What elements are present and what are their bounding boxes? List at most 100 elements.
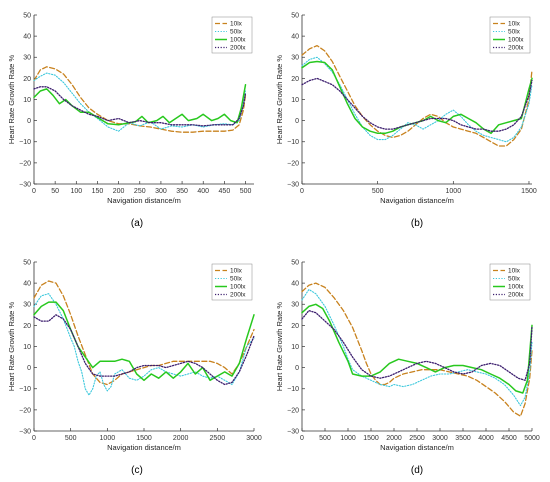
y-tick-label: 10 <box>23 344 31 351</box>
x-tick-label: 0 <box>300 435 304 442</box>
x-tick-label: 5000 <box>524 435 540 442</box>
series-line-50lx <box>301 56 533 143</box>
series-line-50lx <box>33 72 247 132</box>
x-axis-label: Navigation distance/m <box>107 443 181 452</box>
legend-entry: 200lx <box>508 292 524 299</box>
x-tick-label: 200 <box>113 188 125 195</box>
legend-entry: 100lx <box>230 284 246 291</box>
y-tick-label: −20 <box>287 160 299 167</box>
y-tick-label: 20 <box>291 76 299 83</box>
x-axis-label: Navigation distance/m <box>380 443 454 452</box>
x-tick-label: 300 <box>155 188 167 195</box>
series-line-10lx <box>33 280 255 386</box>
x-tick-label: 1500 <box>363 435 379 442</box>
y-tick-label: −30 <box>287 428 299 435</box>
x-tick-label: 3000 <box>246 435 262 442</box>
x-tick-label: 500 <box>65 435 77 442</box>
x-tick-label: 2000 <box>386 435 402 442</box>
y-tick-label: 0 <box>27 365 31 372</box>
legend-entry: 50lx <box>508 276 521 283</box>
y-tick-label: 40 <box>291 34 299 41</box>
y-tick-label: 10 <box>291 344 299 351</box>
x-tick-label: 400 <box>197 188 209 195</box>
y-axis-label: Heart Rate Growth Rate % <box>7 55 16 145</box>
x-tick-label: 500 <box>372 188 384 195</box>
x-tick-label: 350 <box>176 188 188 195</box>
y-tick-label: 10 <box>23 97 31 104</box>
y-tick-label: 20 <box>23 323 31 330</box>
y-tick-label: 30 <box>291 302 299 309</box>
x-tick-label: 1500 <box>136 435 152 442</box>
legend-entry: 10lx <box>508 21 521 28</box>
legend-entry: 200lx <box>230 45 246 52</box>
panel-caption: (a) <box>131 218 143 229</box>
x-tick-label: 2000 <box>173 435 189 442</box>
legend-entry: 50lx <box>508 29 521 36</box>
x-tick-label: 150 <box>92 188 104 195</box>
x-axis-label: Navigation distance/m <box>380 196 454 205</box>
series-line-50lx <box>301 288 533 407</box>
panel-caption: (c) <box>131 465 143 476</box>
y-axis-label: Heart Rate Growth Rate % <box>275 302 284 392</box>
legend-entry: 200lx <box>230 292 246 299</box>
y-tick-label: 20 <box>23 76 31 83</box>
series-line-10lx <box>301 282 533 417</box>
x-tick-label: 3500 <box>455 435 471 442</box>
series-line-100lx <box>33 83 247 126</box>
y-tick-label: 0 <box>295 118 299 125</box>
panel-caption: (b) <box>411 218 423 229</box>
legend-entry: 100lx <box>508 37 524 44</box>
y-tick-label: −20 <box>19 160 31 167</box>
x-tick-label: 3000 <box>432 435 448 442</box>
x-tick-label: 250 <box>134 188 146 195</box>
x-tick-label: 4000 <box>478 435 494 442</box>
y-tick-label: 30 <box>291 55 299 62</box>
x-tick-label: 2500 <box>409 435 425 442</box>
x-tick-label: 450 <box>219 188 231 195</box>
y-tick-label: −20 <box>287 407 299 414</box>
y-tick-label: −20 <box>19 407 31 414</box>
legend-entry: 10lx <box>230 268 243 275</box>
y-tick-label: 50 <box>291 12 299 19</box>
legend-entry: 10lx <box>230 21 243 28</box>
x-tick-label: 0 <box>300 188 304 195</box>
y-tick-label: −10 <box>287 386 299 393</box>
x-tick-label: 500 <box>240 188 252 195</box>
y-tick-label: 40 <box>291 281 299 288</box>
series-line-200lx <box>33 314 255 386</box>
y-tick-label: 40 <box>23 281 31 288</box>
series-line-200lx <box>33 86 247 127</box>
x-axis-label: Navigation distance/m <box>107 196 181 205</box>
y-tick-label: −10 <box>19 139 31 146</box>
y-tick-label: 30 <box>23 302 31 309</box>
x-tick-label: 2500 <box>210 435 226 442</box>
x-tick-label: 4500 <box>501 435 517 442</box>
legend-entry: 100lx <box>508 284 524 291</box>
x-tick-label: 1000 <box>340 435 356 442</box>
legend-entry: 200lx <box>508 45 524 52</box>
x-tick-label: 0 <box>32 435 36 442</box>
y-axis-label: Heart Rate Growth Rate % <box>275 55 284 145</box>
series-line-200lx <box>301 77 533 132</box>
y-tick-label: 40 <box>23 34 31 41</box>
y-tick-label: −10 <box>19 386 31 393</box>
legend-entry: 50lx <box>230 29 243 36</box>
y-axis-label: Heart Rate Growth Rate % <box>7 302 16 392</box>
legend-entry: 50lx <box>230 276 243 283</box>
y-tick-label: 50 <box>291 259 299 266</box>
y-tick-label: −30 <box>19 428 31 435</box>
y-tick-label: 10 <box>291 97 299 104</box>
series-line-200lx <box>301 309 533 381</box>
x-tick-label: 1500 <box>521 188 537 195</box>
x-tick-label: 500 <box>319 435 331 442</box>
series-line-100lx <box>33 301 255 382</box>
legend-entry: 100lx <box>230 37 246 44</box>
y-tick-label: −30 <box>287 181 299 188</box>
